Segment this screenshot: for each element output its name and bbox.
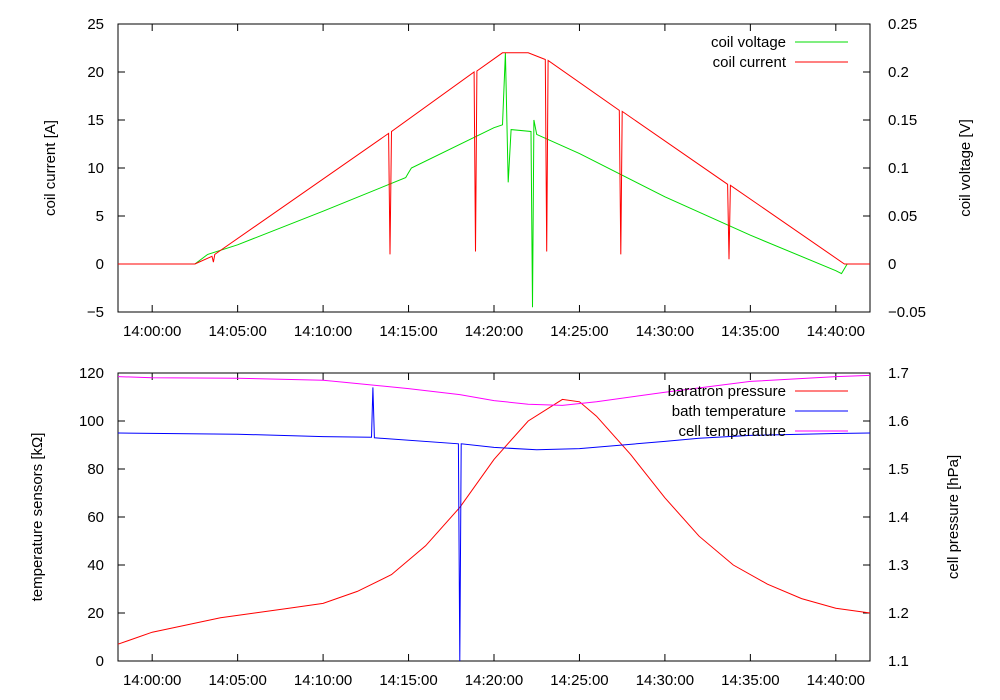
- series-layer: [118, 52, 870, 308]
- right-y-tick-label: 1.2: [888, 605, 909, 622]
- left-y-tick-label: 5: [96, 208, 104, 225]
- right-y-tick-label: 1.3: [888, 557, 909, 574]
- left-y-tick-label: 10: [87, 160, 104, 177]
- right-y-tick-label: 0.2: [888, 64, 909, 81]
- left-y-tick-label: 80: [87, 461, 104, 478]
- temperature-pressure-chart-panel: 14:00:00 14:05:00 14:10:00 14:15:00 14:20:00…: [29, 365, 962, 689]
- left-y-tick-label: 0: [96, 256, 104, 273]
- right-y-tick-label: 0.05: [888, 208, 917, 225]
- left-y-tick-label: 20: [87, 64, 104, 81]
- series-line-cell-temperature: [117, 374, 871, 406]
- x-tick-label: 14:10:00: [294, 672, 352, 689]
- x-tick-label: 14:35:00: [721, 323, 779, 340]
- legend-label-baratron-pressure: baratron pressure: [668, 383, 786, 400]
- legend-label-coil-voltage: coil voltage: [711, 34, 786, 51]
- right-axis-label: coil voltage [V]: [957, 119, 974, 217]
- series-line-coil-voltage: [118, 52, 870, 308]
- left-y-tick-label: 15: [87, 112, 104, 129]
- x-tick-label: 14:25:00: [550, 672, 608, 689]
- left-y-tick-label: 25: [87, 16, 104, 33]
- x-tick-label: 14:10:00: [294, 323, 352, 340]
- right-y-tick-label: 1.6: [888, 413, 909, 430]
- left-y-axis: 0 20 40 60 80 100 120: [79, 365, 125, 670]
- right-y-tick-label: 1.7: [888, 365, 909, 382]
- x-axis: 14:00:00 14:05:00 14:10:00 14:15:00 14:20:00…: [123, 373, 865, 689]
- left-y-tick-label: 0: [96, 653, 104, 670]
- x-tick-label: 14:05:00: [208, 323, 266, 340]
- series-line-coil-current: [118, 52, 870, 265]
- x-tick-label: 14:40:00: [807, 323, 865, 340]
- right-y-axis: 1.1 1.2 1.3 1.4 1.5 1.6 1.7: [863, 365, 909, 670]
- right-y-tick-label: 0.1: [888, 160, 909, 177]
- right-y-axis: −0.05 0 0.05 0.1 0.15 0.2 0.25: [863, 16, 926, 321]
- x-tick-label: 14:15:00: [379, 672, 437, 689]
- right-y-tick-label: 1.1: [888, 653, 909, 670]
- right-y-tick-label: 0.25: [888, 16, 917, 33]
- x-tick-label: 14:30:00: [636, 672, 694, 689]
- x-axis: 14:00:00 14:05:00 14:10:00 14:15:00 14:20:00…: [123, 24, 865, 340]
- legend: baratron pressure bath temperature cell te…: [668, 383, 848, 440]
- x-tick-label: 14:15:00: [379, 323, 437, 340]
- right-y-tick-label: −0.05: [888, 304, 926, 321]
- right-y-tick-label: 1.5: [888, 461, 909, 478]
- series-line-bath-temperature: [117, 387, 871, 662]
- right-y-tick-label: 0: [888, 256, 896, 273]
- x-tick-label: 14:05:00: [208, 672, 266, 689]
- right-y-tick-label: 1.4: [888, 509, 909, 526]
- x-tick-label: 14:00:00: [123, 672, 181, 689]
- left-axis-label: coil current [A]: [42, 120, 59, 216]
- x-tick-label: 14:20:00: [465, 323, 523, 340]
- series-line-baratron-pressure: [117, 398, 871, 645]
- legend-label-coil-current: coil current: [713, 54, 787, 71]
- x-tick-label: 14:00:00: [123, 323, 181, 340]
- left-y-tick-label: 100: [79, 413, 104, 430]
- right-y-tick-label: 0.15: [888, 112, 917, 129]
- x-tick-label: 14:20:00: [465, 672, 523, 689]
- series-layer: [117, 374, 871, 662]
- x-tick-label: 14:25:00: [550, 323, 608, 340]
- x-tick-label: 14:35:00: [721, 672, 779, 689]
- legend-label-bath-temperature: bath temperature: [672, 403, 786, 420]
- legend: coil voltage coil current: [711, 34, 848, 71]
- x-tick-label: 14:30:00: [636, 323, 694, 340]
- legend-label-cell-temperature: cell temperature: [678, 423, 786, 440]
- x-tick-label: 14:40:00: [807, 672, 865, 689]
- left-y-tick-label: 60: [87, 509, 104, 526]
- left-y-axis: −5 0 5 10 15 20 25: [87, 16, 125, 321]
- left-y-tick-label: 40: [87, 557, 104, 574]
- coil-chart-panel: 14:00:00 14:05:00 14:10:00 14:15:00 14:20:00…: [42, 16, 974, 340]
- right-axis-label: cell pressure [hPa]: [945, 455, 962, 579]
- left-y-tick-label: 120: [79, 365, 104, 382]
- left-y-tick-label: 20: [87, 605, 104, 622]
- left-axis-label: temperature sensors [kΩ]: [29, 433, 46, 602]
- left-y-tick-label: −5: [87, 304, 104, 321]
